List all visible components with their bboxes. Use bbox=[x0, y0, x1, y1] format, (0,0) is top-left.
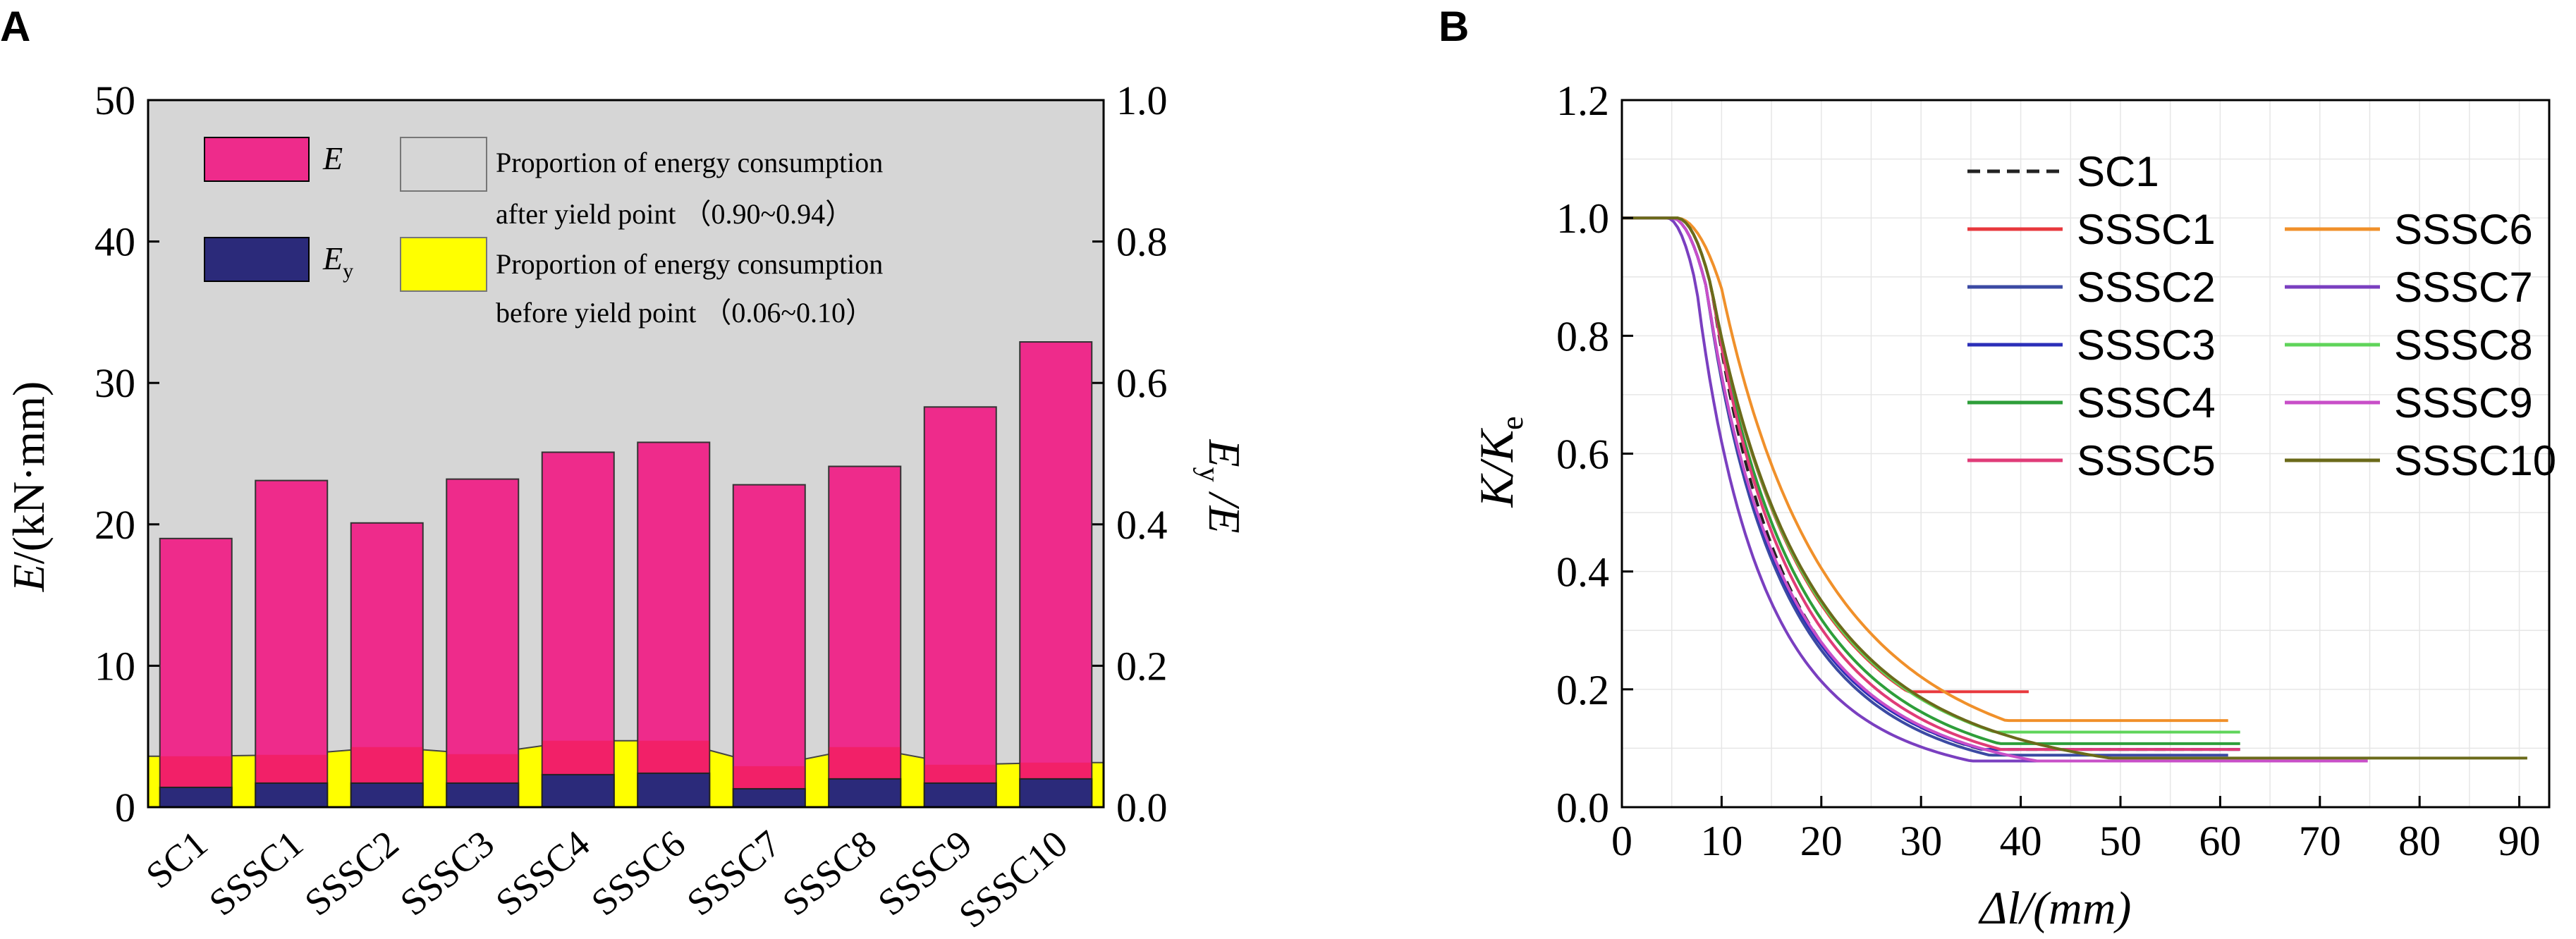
legend-label: SC1 bbox=[2077, 148, 2159, 195]
x-tick-label: 10 bbox=[1700, 818, 1742, 864]
series-line-sssc10 bbox=[1622, 216, 2527, 760]
y-tick-label: 0.0 bbox=[1556, 785, 1609, 831]
left-tick-label: 40 bbox=[94, 219, 135, 265]
series-line-sssc1 bbox=[1622, 216, 2029, 694]
legend-ey-swatch bbox=[204, 237, 310, 282]
x-tick-label: 70 bbox=[2299, 818, 2341, 864]
left-tick-label: 20 bbox=[94, 502, 135, 548]
left-tick-label: 0 bbox=[115, 785, 135, 830]
panel-b-letter: B bbox=[1439, 3, 1469, 50]
x-tick-label: 60 bbox=[2199, 818, 2241, 864]
y-tick-label: 0.2 bbox=[1556, 667, 1609, 713]
bar-e bbox=[159, 537, 233, 808]
category-label: SSSC7 bbox=[679, 822, 789, 923]
legend-label: SSSC10 bbox=[2394, 437, 2556, 484]
bar-ey bbox=[541, 773, 615, 809]
x-tick-label: 40 bbox=[2000, 818, 2042, 864]
legend-label: SSSC3 bbox=[2077, 321, 2216, 369]
legend-label: SSSC8 bbox=[2394, 321, 2533, 369]
category-label: SSSC8 bbox=[774, 822, 884, 923]
legend-label: SSSC1 bbox=[2077, 206, 2216, 253]
right-tick-label: 0.2 bbox=[1116, 643, 1168, 689]
category-label: SSSC4 bbox=[488, 822, 598, 923]
legend-e-label: E bbox=[322, 140, 343, 176]
x-tick-label: 50 bbox=[2099, 818, 2142, 864]
bar-e bbox=[923, 406, 997, 808]
legend-ey-label: Ey bbox=[322, 240, 353, 283]
right-tick-label: 1.0 bbox=[1116, 78, 1168, 123]
category-label: SSSC3 bbox=[392, 822, 502, 923]
y-tick-label: 1.2 bbox=[1556, 78, 1609, 124]
left-tick-label: 30 bbox=[94, 360, 135, 406]
left-axis-title: E/(kN·mm) bbox=[4, 381, 54, 593]
legend-label: SSSC7 bbox=[2394, 264, 2533, 311]
legend-label: SSSC2 bbox=[2077, 264, 2216, 311]
legend-before-line1: Proportion of energy consumption bbox=[496, 248, 883, 280]
y-tick-label: 1.0 bbox=[1556, 195, 1609, 242]
bar-ey bbox=[637, 772, 711, 808]
legend-after-swatch bbox=[400, 137, 487, 192]
legend-label: SSSC9 bbox=[2394, 379, 2533, 426]
category-label: SSSC1 bbox=[201, 822, 311, 923]
right-tick-label: 0.8 bbox=[1116, 219, 1168, 265]
panel-a-letter: A bbox=[0, 3, 30, 50]
category-label: SC1 bbox=[138, 822, 216, 897]
legend-e-swatch bbox=[204, 137, 310, 182]
series-line-sssc9 bbox=[1622, 216, 2368, 763]
x-tick-label: 90 bbox=[2498, 818, 2541, 864]
legend-label: SSSC5 bbox=[2077, 437, 2216, 484]
category-label: SSSC10 bbox=[951, 822, 1075, 936]
right-axis-title: Ey /E bbox=[1192, 439, 1250, 534]
bar-e bbox=[1019, 341, 1093, 808]
right-tick-label: 0.6 bbox=[1116, 360, 1168, 406]
legend-label: SSSC4 bbox=[2077, 379, 2216, 426]
bar-e bbox=[255, 479, 329, 808]
y-tick-label: 0.4 bbox=[1556, 549, 1609, 596]
y-tick-label: 0.8 bbox=[1556, 313, 1609, 360]
legend-before-swatch bbox=[400, 237, 487, 292]
bar-e bbox=[541, 451, 615, 809]
bar-ey bbox=[159, 786, 233, 809]
bar-ey bbox=[446, 782, 520, 808]
panel-b-x-title: Δl/(mm) bbox=[1978, 883, 2132, 934]
x-tick-label: 20 bbox=[1800, 818, 1843, 864]
bar-ey bbox=[732, 787, 806, 808]
bar-ey bbox=[1019, 778, 1093, 809]
right-tick-label: 0.0 bbox=[1116, 785, 1168, 830]
x-tick-label: 0 bbox=[1611, 818, 1632, 864]
legend-label: SSSC6 bbox=[2394, 206, 2533, 253]
legend-after-line2: after yield point （0.90~0.94） bbox=[496, 198, 853, 230]
legend-before-line2: before yield point （0.06~0.10） bbox=[496, 297, 874, 329]
series-line-sssc6 bbox=[1622, 216, 2228, 723]
series-line-sssc5 bbox=[1622, 216, 2240, 751]
bar-ey bbox=[255, 782, 329, 808]
bar-e bbox=[446, 478, 520, 808]
y-tick-label: 0.6 bbox=[1556, 431, 1609, 478]
panel-b-chart: 0.0 0.2 0.4 0.6 0.8 1.0 1.2 0 10 20 30 40 50 60 70 80 9… bbox=[1470, 78, 2556, 934]
x-tick-label: 80 bbox=[2398, 818, 2441, 864]
legend-after-line1: Proportion of energy consumption bbox=[496, 147, 883, 178]
bar-e bbox=[732, 484, 806, 809]
left-tick-label: 10 bbox=[94, 643, 135, 689]
right-tick-label: 0.4 bbox=[1116, 502, 1168, 548]
panel-a-legend: E Ey Proportion of energy consumption af… bbox=[204, 137, 883, 329]
x-tick-label: 30 bbox=[1900, 818, 1942, 864]
bar-e bbox=[828, 465, 902, 809]
left-tick-label: 50 bbox=[94, 78, 135, 123]
panel-b-y-title: K/Ke bbox=[1470, 416, 1530, 508]
bar-ey bbox=[923, 782, 997, 808]
bar-ey bbox=[350, 782, 424, 808]
category-label: SSSC2 bbox=[297, 822, 407, 923]
category-label: SSSC6 bbox=[583, 822, 693, 923]
bar-e bbox=[637, 441, 711, 808]
bar-ey bbox=[828, 778, 902, 809]
panel-a-frame bbox=[147, 99, 1105, 809]
